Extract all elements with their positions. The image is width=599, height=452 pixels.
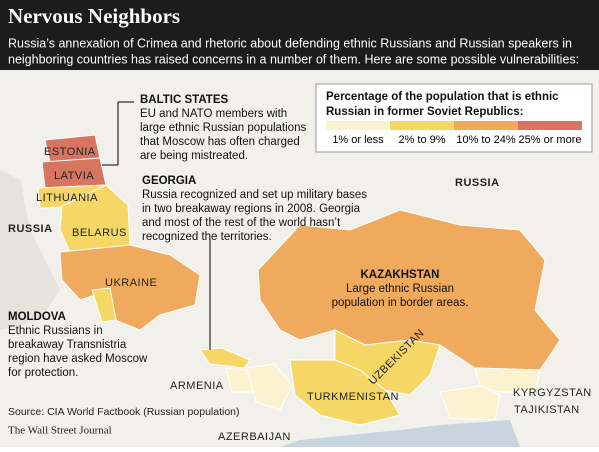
annotation-title: GEORGIA (142, 175, 196, 187)
legend-label: 10% to 24% (456, 134, 516, 146)
label-belarus: BELARUS (72, 227, 127, 239)
title: Nervous Neighbors (8, 4, 180, 28)
tajikistan (439, 385, 501, 421)
annotation-text: EU and NATO members with (140, 108, 287, 120)
europe-land (0, 170, 60, 330)
turkmenistan (289, 359, 401, 426)
legend-swatch (326, 121, 390, 130)
label-estonia: ESTONIA (44, 146, 96, 158)
label-russia: RUSSIA (455, 177, 500, 189)
annotation-text: that Moscow has often charged (140, 136, 300, 148)
annotation-title: BALTIC STATES (140, 94, 228, 106)
label-tajikistan: TAJIKISTAN (514, 404, 580, 416)
legend-label: 25% or more (519, 134, 582, 146)
annotation-georgia: GEORGIA Russia recognized and set up mili… (142, 175, 367, 243)
label-kyrgyzstan: KYRGYZSTAN (513, 387, 592, 399)
label-ukraine: UKRAINE (105, 277, 157, 289)
kyrgyzstan (474, 367, 541, 393)
annotation-baltic: BALTIC STATES EU and NATO members with lar… (140, 94, 306, 162)
annotation-title: MOLDOVA (8, 311, 66, 323)
label-lithuania: LITHUANIA (36, 192, 98, 204)
ukraine (59, 244, 201, 331)
label-latvia: LATVIA (54, 170, 94, 182)
subtitle: neighboring countries has raised concern… (8, 52, 579, 66)
annotation-text: region have asked Moscow (8, 353, 148, 365)
annotation-text: are being mistreated. (140, 150, 248, 162)
annotation-text: Russia recognized and set up military ba… (142, 189, 367, 201)
legend-swatch (454, 121, 518, 130)
annotation-text: breakaway Transnistria (8, 339, 127, 351)
annotation-text: for protection. (8, 367, 78, 379)
subtitle: Russia’s annexation of Crimea and rhetor… (8, 36, 572, 50)
legend-swatch (518, 121, 582, 130)
annotation-kazakhstan: KAZAKHSTAN Large ethnic Russian population… (332, 269, 469, 309)
annotation-text: population in border areas. (332, 297, 469, 309)
legend-swatch (390, 121, 454, 130)
annotation-text: Large ethnic Russian (346, 283, 454, 295)
legend-title: Percentage of the population that is eth… (326, 91, 559, 103)
annotation-text: in two breakaway regions in 2008. Georgi… (142, 203, 361, 215)
annotation-title: KAZAKHSTAN (360, 269, 439, 281)
moldova (91, 287, 117, 323)
label-azerbaijan: AZERBAIJAN (218, 431, 291, 443)
annotation-text: large ethnic Russian populations (140, 122, 306, 134)
legend-label: 1% or less (332, 134, 384, 146)
legend-title: Russian in former Soviet Republics: (326, 106, 523, 118)
publisher: The Wall Street Journal (8, 425, 112, 437)
legend-box (315, 83, 593, 153)
label-turkmenistan: TURKMENISTAN (307, 391, 399, 403)
label-russia: RUSSIA (8, 223, 53, 235)
annotation-text: Ethnic Russians in (8, 325, 103, 337)
legend-items: 1% or less 2% to 9% 10% to 24% 25% or more (326, 121, 582, 146)
legend-label: 2% to 9% (398, 134, 445, 146)
annotation-text: recognized the territories. (142, 231, 272, 243)
header-bar (0, 0, 599, 70)
label-armenia: ARMENIA (170, 380, 224, 392)
azerbaijan (245, 363, 293, 411)
georgia (199, 347, 251, 369)
annotation-moldova: MOLDOVA Ethnic Russians in breakaway Trans… (8, 311, 148, 379)
annotation-text: and most of the rest of the world hasn’t (142, 217, 341, 229)
source: Source: CIA World Factbook (Russian popu… (8, 406, 240, 418)
